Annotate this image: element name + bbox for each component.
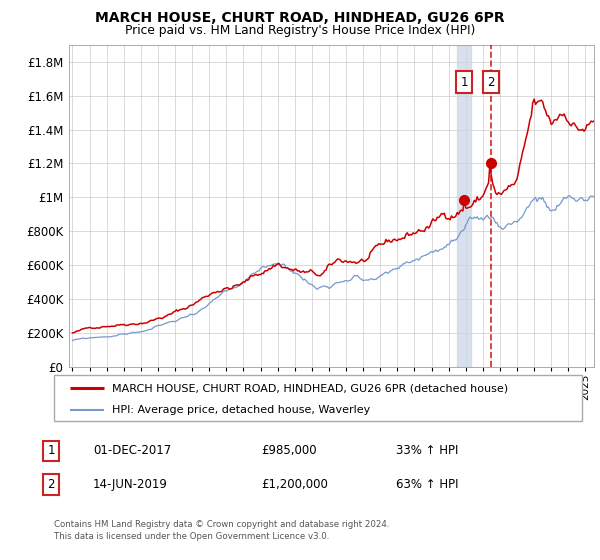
Text: £1,200,000: £1,200,000 — [261, 478, 328, 491]
Bar — [457, 45, 471, 367]
FancyBboxPatch shape — [54, 375, 582, 421]
Text: 2: 2 — [47, 478, 55, 491]
Text: 14-JUN-2019: 14-JUN-2019 — [93, 478, 168, 491]
Text: HPI: Average price, detached house, Waverley: HPI: Average price, detached house, Wave… — [112, 405, 370, 414]
Text: Contains HM Land Registry data © Crown copyright and database right 2024.
This d: Contains HM Land Registry data © Crown c… — [54, 520, 389, 541]
Text: Price paid vs. HM Land Registry's House Price Index (HPI): Price paid vs. HM Land Registry's House … — [125, 24, 475, 36]
Text: £985,000: £985,000 — [261, 444, 317, 458]
Text: 1: 1 — [47, 444, 55, 458]
Text: 2: 2 — [487, 76, 494, 88]
Text: 63% ↑ HPI: 63% ↑ HPI — [396, 478, 458, 491]
Text: 1: 1 — [461, 76, 468, 88]
Text: 01-DEC-2017: 01-DEC-2017 — [93, 444, 171, 458]
Text: MARCH HOUSE, CHURT ROAD, HINDHEAD, GU26 6PR: MARCH HOUSE, CHURT ROAD, HINDHEAD, GU26 … — [95, 11, 505, 25]
Text: 33% ↑ HPI: 33% ↑ HPI — [396, 444, 458, 458]
Text: MARCH HOUSE, CHURT ROAD, HINDHEAD, GU26 6PR (detached house): MARCH HOUSE, CHURT ROAD, HINDHEAD, GU26 … — [112, 383, 508, 393]
